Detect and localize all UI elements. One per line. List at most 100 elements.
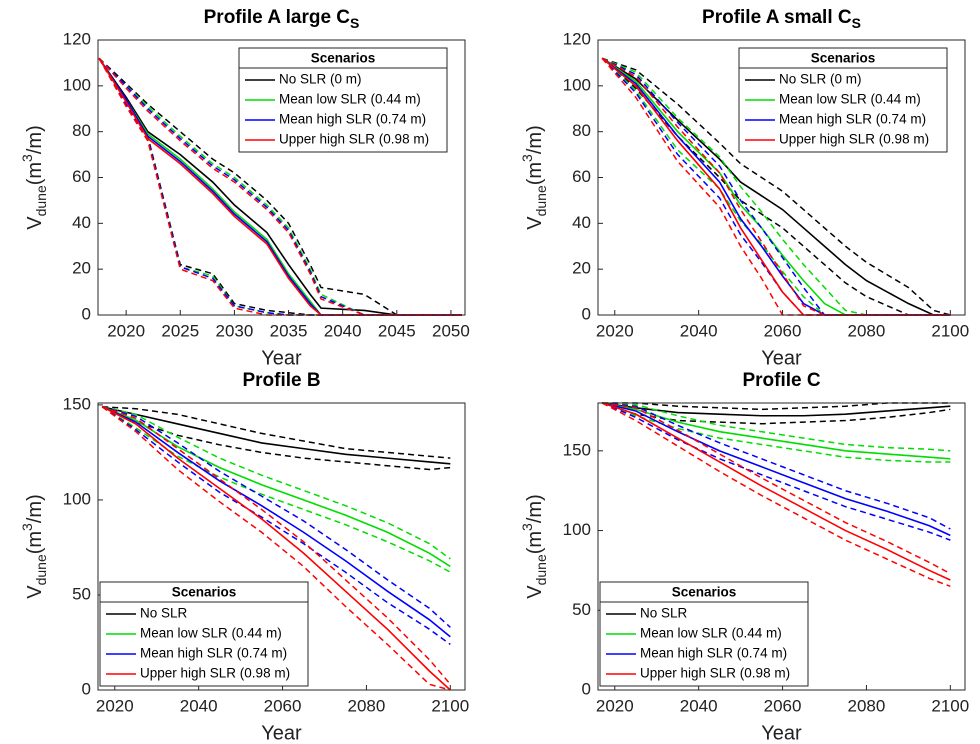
y-axis-label: Vdune(m3/m) (519, 125, 549, 230)
y-axis-label-part: (m (524, 162, 546, 185)
y-axis-label-part: V (24, 585, 46, 599)
title-text: Profile B (242, 370, 320, 391)
y-tick-label: 100 (563, 520, 591, 539)
x-tick-label: 2100 (431, 696, 469, 715)
y-tick-label: 0 (82, 304, 91, 323)
legend-title: Scenarios (311, 51, 376, 66)
bound-line (601, 57, 951, 316)
legend-label: Mean high SLR (0.74 m) (279, 112, 426, 127)
y-axis-label-part: dune (33, 554, 49, 585)
subplot-title: Profile A small CS (702, 7, 861, 31)
subplot-title: Profile B (242, 370, 320, 391)
y-tick-label: 80 (572, 121, 591, 140)
x-tick-label: 2040 (680, 321, 718, 340)
x-tick-label: 2020 (107, 321, 145, 340)
y-tick-label: 0 (582, 304, 591, 323)
x-tick-label: 2040 (180, 696, 218, 715)
x-tick-label: 2060 (764, 696, 802, 715)
axes-frame (597, 39, 966, 316)
title-text: Profile A large C (204, 7, 351, 28)
y-axis-label-part: /m) (24, 494, 46, 523)
legend-label: Upper high SLR (0.98 m) (140, 666, 290, 681)
legend-label: No SLR (640, 606, 688, 621)
bound-line (601, 57, 951, 316)
y-tick-label: 50 (72, 584, 91, 603)
bound-line (602, 402, 951, 452)
bound-line (102, 406, 451, 560)
y-tick-label: 150 (563, 440, 591, 459)
legend-label: No SLR (0 m) (279, 72, 362, 87)
bound-line (98, 57, 462, 316)
y-axis-label-part: (m (24, 162, 46, 185)
y-axis-label-part: V (524, 585, 546, 599)
x-tick-label: 2020 (96, 696, 134, 715)
y-tick-label: 50 (572, 600, 591, 619)
y-axis-label-part: 3 (519, 154, 535, 162)
y-tick-label: 150 (63, 394, 91, 413)
bound-line (602, 402, 951, 575)
y-tick-label: 0 (82, 679, 91, 698)
y-axis-label: Vdune(m3/m) (19, 125, 49, 230)
x-axis-label: Year (761, 722, 802, 744)
title-subscript: S (852, 15, 861, 31)
legend-label: Mean low SLR (0.44 m) (640, 626, 782, 641)
legend-label: Mean high SLR (0.74 m) (779, 112, 926, 127)
bound-line (101, 406, 451, 628)
legend-label: Mean low SLR (0.44 m) (140, 626, 282, 641)
legend: Scenarios No SLR (0 m) Mean low SLR (0.44 … (238, 47, 448, 153)
y-tick-label: 20 (72, 259, 91, 278)
legend-label: Mean high SLR (0.74 m) (640, 646, 787, 661)
y-axis-label-part: 3 (19, 523, 35, 531)
bound-line (101, 406, 451, 645)
legend: Scenarios No SLR (0 m) Mean low SLR (0.44 … (738, 47, 948, 153)
legend-title: Scenarios (672, 585, 737, 600)
subplot-title: Profile C (742, 370, 820, 391)
x-tick-label: 2080 (848, 321, 886, 340)
x-tick-label: 2050 (432, 321, 470, 340)
axes-frame (597, 402, 966, 691)
y-axis-label-part: /m) (524, 125, 546, 154)
x-tick-label: 2060 (264, 696, 302, 715)
bound-line (602, 402, 951, 411)
series-line (101, 406, 451, 638)
legend-title: Scenarios (811, 51, 876, 66)
y-axis-label-part: (m (524, 531, 546, 554)
x-tick-label: 2045 (378, 321, 416, 340)
y-tick-label: 120 (63, 29, 91, 48)
x-tick-label: 2040 (324, 321, 362, 340)
legend-label: Mean low SLR (0.44 m) (779, 92, 921, 107)
series-line (601, 402, 951, 581)
subplot: Profile C Year Vdune(m3/m) 2020 2040 2060 2080… (519, 370, 970, 744)
legend-label: No SLR (0 m) (779, 72, 862, 87)
series-line (601, 57, 951, 316)
y-axis-label-part: /m) (24, 125, 46, 154)
y-axis-label-part: (m (24, 531, 46, 554)
y-axis-label-part: V (524, 216, 546, 230)
subplot: Profile B Year Vdune(m3/m) 2020 2040 2060 2080… (19, 370, 470, 744)
x-tick-label: 2020 (596, 696, 634, 715)
bound-line (602, 402, 951, 530)
y-axis-label-part: 3 (519, 523, 535, 531)
x-tick-label: 2100 (931, 321, 969, 340)
x-tick-label: 2080 (848, 696, 886, 715)
y-tick-label: 40 (72, 213, 91, 232)
bound-line (601, 402, 951, 588)
bound-line (98, 57, 462, 316)
x-tick-label: 2080 (348, 696, 386, 715)
y-tick-label: 20 (572, 259, 591, 278)
bound-line (101, 406, 451, 691)
x-tick-label: 2060 (764, 321, 802, 340)
bound-line (102, 406, 451, 459)
legend-label: Mean high SLR (0.74 m) (140, 646, 287, 661)
series-line (101, 406, 451, 691)
x-tick-label: 2030 (215, 321, 253, 340)
bound-line (601, 402, 951, 541)
legend-label: Upper high SLR (0.98 m) (640, 666, 790, 681)
x-tick-label: 2020 (596, 321, 634, 340)
legend-title: Scenarios (172, 585, 237, 600)
y-axis-label-part: /m) (524, 494, 546, 523)
series-line (98, 57, 462, 316)
x-axis-label: Year (761, 347, 802, 369)
series-line (102, 406, 451, 465)
